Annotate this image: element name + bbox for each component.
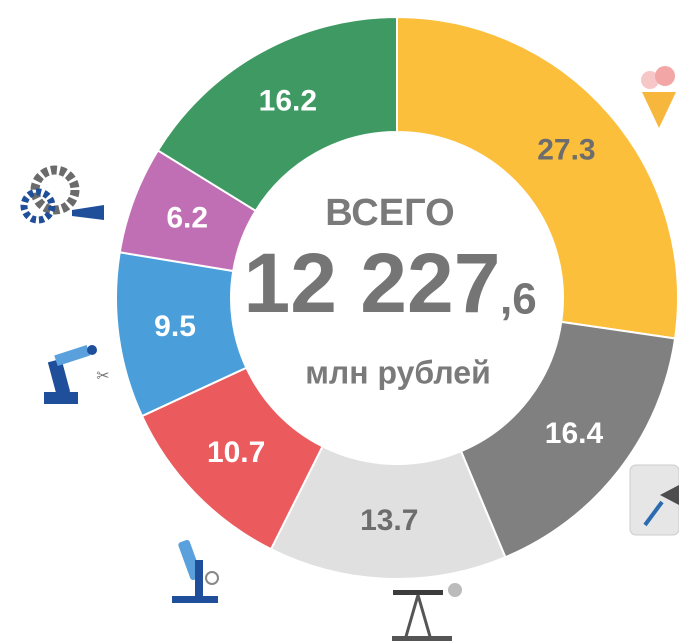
slice-label: 27.3 bbox=[537, 133, 595, 166]
slice-label: 16.2 bbox=[259, 84, 317, 117]
slice-label: 10.7 bbox=[207, 436, 265, 469]
icon-microscope bbox=[172, 539, 219, 603]
icon-oil-rig bbox=[392, 583, 462, 641]
center-heading: ВСЕГО bbox=[325, 192, 454, 234]
center-total-fraction: ,6 bbox=[500, 275, 537, 324]
donut bbox=[115, 15, 679, 580]
icon-gears bbox=[20, 165, 104, 224]
donut-slice bbox=[156, 15, 398, 213]
slice-label: 9.5 bbox=[154, 310, 196, 343]
slice-label: 6.2 bbox=[166, 201, 208, 234]
center-total: 12 227 bbox=[244, 236, 501, 330]
icon-ice-cream bbox=[641, 66, 676, 128]
icon-scissors: ✂ bbox=[96, 368, 109, 385]
donut-slice bbox=[396, 15, 679, 340]
donut-slice bbox=[459, 320, 677, 559]
icon-trowel bbox=[629, 464, 679, 536]
center-unit: млн рублей bbox=[305, 354, 490, 390]
slice-label: 13.7 bbox=[360, 504, 418, 537]
icon-robot-arm: ✂ bbox=[44, 344, 110, 404]
slice-label: 16.4 bbox=[545, 417, 604, 450]
